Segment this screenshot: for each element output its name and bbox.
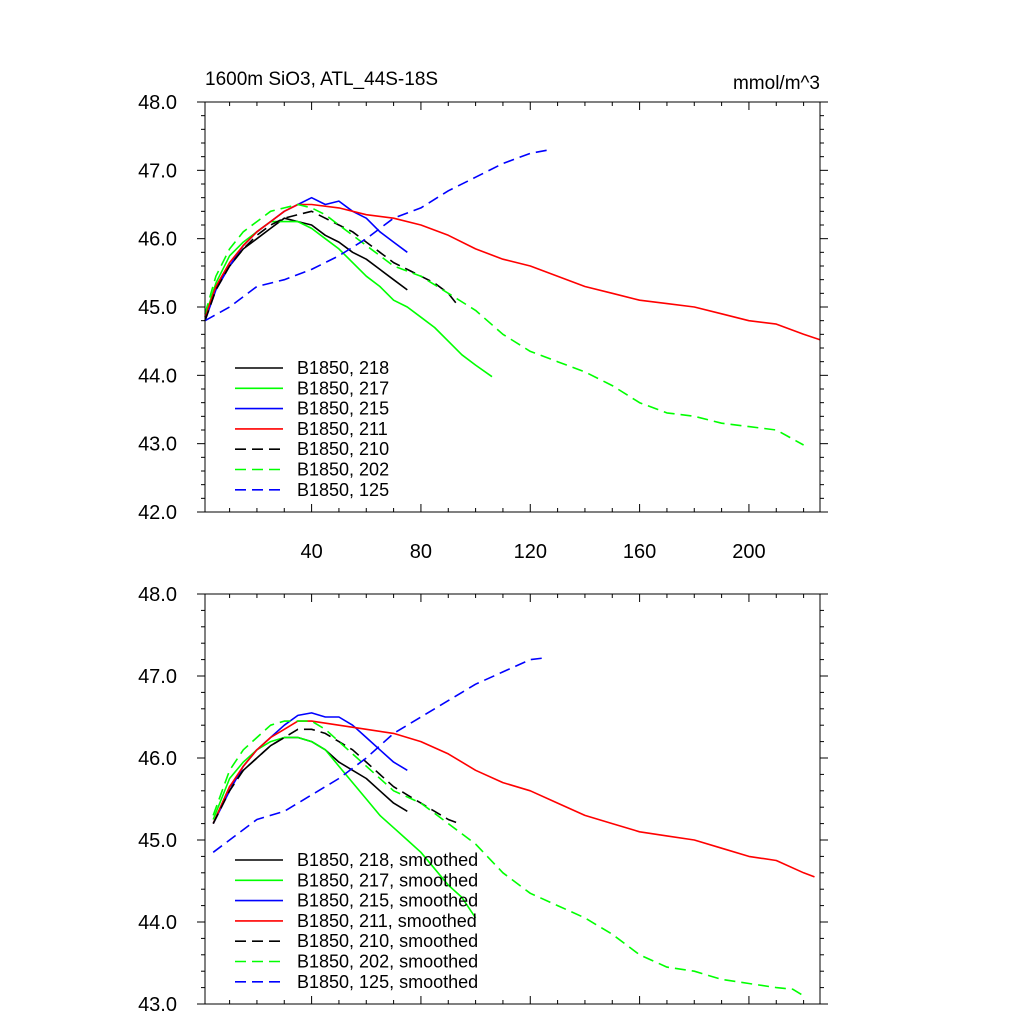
x-tick-label: 160 bbox=[623, 541, 656, 563]
series-line-7 bbox=[212, 657, 544, 853]
series-line-2 bbox=[204, 220, 493, 378]
y-tick-label: 47.0 bbox=[138, 666, 177, 688]
legend-label: B1850, 125 bbox=[297, 480, 389, 500]
legend-label: B1850, 217 bbox=[297, 378, 389, 398]
panel-bottom: 43.0 44.0 45.0 46.0 47.0 48.0 B1850, 218, smoo… bbox=[138, 584, 828, 1016]
y-tick-label: 45.0 bbox=[138, 297, 177, 319]
panel-top: 42.0 43.0 44.0 45.0 46.0 47.0 48.0 40 80 120 160 20… bbox=[138, 69, 828, 563]
y-tick-label: 43.0 bbox=[138, 434, 177, 456]
y-tick-label: 48.0 bbox=[138, 584, 177, 606]
series-line-4 bbox=[204, 203, 821, 341]
series-line-3 bbox=[204, 196, 408, 321]
x-tick-label: 80 bbox=[410, 541, 432, 563]
y-tick-label: 43.0 bbox=[138, 994, 177, 1016]
legend-label: B1850, 215 bbox=[297, 399, 389, 419]
legend-label: B1850, 218, smoothed bbox=[297, 850, 478, 870]
series-line-7 bbox=[204, 149, 550, 322]
series-line-4 bbox=[212, 720, 815, 878]
legend-label: B1850, 210, smoothed bbox=[297, 931, 478, 951]
legend-label: B1850, 211 bbox=[297, 419, 388, 439]
series-line-1 bbox=[204, 217, 408, 321]
y-tick-label: 46.0 bbox=[138, 748, 177, 770]
legend-label: B1850, 215, smoothed bbox=[297, 891, 478, 911]
x-tick-label: 40 bbox=[300, 541, 322, 563]
units-label: mmol/m^3 bbox=[733, 73, 820, 94]
legend-label: B1850, 211, smoothed bbox=[297, 911, 477, 931]
y-tick-label: 45.0 bbox=[138, 830, 177, 852]
legend-label: B1850, 125, smoothed bbox=[297, 972, 478, 992]
series-line-6 bbox=[212, 720, 805, 997]
legend-label: B1850, 210 bbox=[297, 439, 389, 459]
series-line-5 bbox=[212, 728, 460, 825]
y-tick-label: 47.0 bbox=[138, 160, 177, 182]
chart-title: 1600m SiO3, ATL_44S-18S bbox=[205, 69, 438, 90]
plot-frame bbox=[204, 593, 821, 1005]
legend-label: B1850, 218 bbox=[297, 358, 389, 378]
x-tick-label: 200 bbox=[732, 541, 765, 563]
legend-label: B1850, 202, smoothed bbox=[297, 952, 478, 972]
y-tick-label: 42.0 bbox=[138, 502, 177, 524]
series-line-5 bbox=[204, 210, 460, 321]
y-tick-label: 44.0 bbox=[138, 912, 177, 934]
legend-label: B1850, 202 bbox=[297, 460, 389, 480]
y-tick-label: 44.0 bbox=[138, 365, 177, 387]
y-tick-label: 46.0 bbox=[138, 229, 177, 251]
series-line-6 bbox=[204, 203, 804, 446]
x-tick-label: 120 bbox=[514, 541, 547, 563]
legend-label: B1850, 217, smoothed bbox=[297, 870, 478, 890]
y-tick-label: 48.0 bbox=[138, 92, 177, 114]
